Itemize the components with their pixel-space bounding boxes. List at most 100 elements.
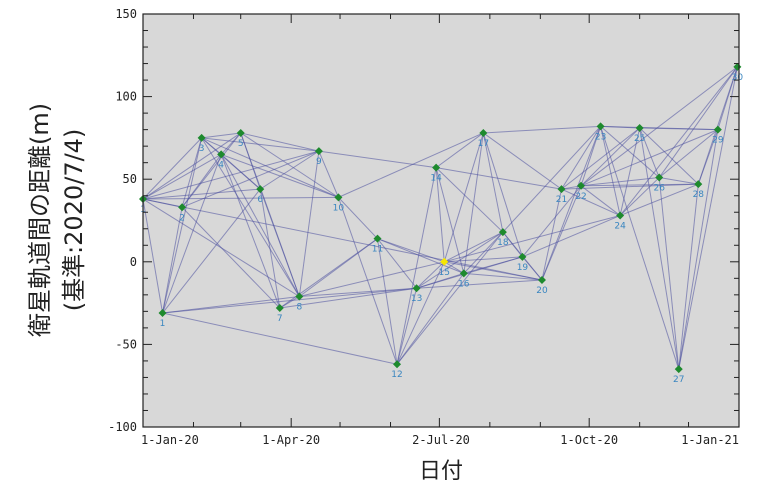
x-tick-labels: 1-Jan-20 1-Apr-20 2-Jul-20 1-Oct-20 1-Jan-21	[141, 433, 739, 447]
baseline-edge-42	[279, 287, 417, 309]
data-point-12	[393, 360, 402, 369]
data-point-29	[713, 125, 722, 134]
baseline-edge-3	[142, 153, 222, 200]
baseline-edge-93	[541, 126, 602, 281]
baseline-edge-51	[338, 132, 484, 198]
baseline-edge-52	[376, 238, 398, 365]
x-tick-label: 1-Apr-20	[262, 433, 320, 447]
baseline-edge-35	[240, 132, 339, 198]
baseline-edge-76	[444, 215, 621, 263]
baseline-edge-89	[522, 185, 582, 258]
baseline-edge-57	[396, 261, 445, 365]
baseline-edge-49	[338, 197, 378, 240]
point-label-17: 17	[478, 139, 489, 149]
data-point-1	[158, 309, 167, 318]
baseline-edge-113	[619, 183, 699, 217]
point-label-7: 7	[277, 314, 283, 324]
baseline-edge-74	[444, 256, 523, 263]
reference-point-15	[440, 257, 449, 266]
baseline-edge-59	[396, 231, 504, 365]
baseline-edge-78	[463, 231, 504, 274]
data-point-19	[518, 252, 527, 261]
baseline-edge-105	[580, 66, 738, 187]
data-point-16	[459, 269, 468, 278]
baseline-edge-45	[299, 287, 417, 297]
point-label-13: 13	[411, 294, 422, 304]
baseline-edge-28	[220, 132, 242, 155]
baseline-edge-112	[619, 177, 660, 216]
data-point-3	[197, 133, 206, 142]
baseline-edge-67	[435, 167, 465, 274]
baseline-edge-17	[181, 137, 203, 208]
data-point-2	[178, 203, 187, 212]
x-tick-label: 1-Jan-20	[141, 433, 199, 447]
baseline-edge-69	[435, 167, 504, 233]
baseline-edge-48	[318, 150, 437, 169]
point-label-12: 12	[391, 370, 402, 380]
baseline-edge-104	[580, 129, 719, 187]
baseline-edge-100	[580, 185, 621, 216]
y-tick-label: 0	[130, 255, 137, 269]
baseline-edge-79	[463, 256, 523, 274]
data-point-26	[655, 173, 664, 182]
point-label-14: 14	[430, 174, 442, 184]
data-point-24	[616, 211, 625, 220]
point-label-5: 5	[238, 139, 244, 149]
baseline-edge-39	[259, 150, 320, 190]
data-point-6	[256, 185, 265, 194]
point-label-15: 15	[439, 268, 450, 278]
baseline-edge-65	[416, 279, 542, 289]
baseline-edge-56	[396, 288, 418, 365]
baseline-edge-117	[639, 127, 699, 185]
baseline-edge-73	[444, 231, 504, 263]
baseline-edge-11	[162, 137, 203, 314]
baseline-edge-27	[201, 137, 339, 198]
baseline-edge-91	[541, 189, 562, 281]
point-label-25: 25	[634, 134, 645, 144]
data-point-20	[537, 275, 546, 284]
point-label-8: 8	[296, 302, 302, 312]
baseline-edge-23	[201, 132, 241, 139]
baseline-edge-46	[299, 261, 445, 297]
data-point-4	[217, 150, 226, 159]
baseline-edge-124	[678, 129, 719, 370]
baseline-edge-120	[659, 177, 699, 185]
y-tick-label: -100	[108, 420, 137, 434]
baseline-edge-66	[435, 167, 445, 262]
baseline-edge-106	[600, 126, 621, 216]
data-point-25	[635, 123, 644, 132]
baseline-edge-80	[463, 272, 543, 281]
point-label-21: 21	[556, 195, 567, 205]
baseline-edge-44	[299, 238, 378, 297]
baseline-edge-119	[658, 177, 680, 370]
baseline-edge-83	[483, 132, 562, 190]
baseline-edge-77	[463, 132, 484, 274]
baseline-edge-15	[162, 312, 398, 365]
baseline-edge-125	[678, 66, 738, 370]
baseline-edge-70	[436, 167, 562, 190]
point-label-26: 26	[653, 184, 665, 194]
baseline-edge-84	[483, 125, 601, 134]
baseline-edge-72	[443, 132, 484, 262]
baseline-edge-19	[181, 132, 242, 208]
data-point-14	[432, 163, 441, 172]
point-label-1: 1	[160, 319, 166, 329]
baseline-edge-115	[639, 127, 660, 178]
baseline-edge-128	[717, 66, 738, 130]
point-label-9: 9	[316, 157, 322, 167]
point-label-2: 2	[179, 213, 185, 223]
baseline-edge-116	[639, 127, 680, 370]
baseline-edge-108	[600, 125, 660, 178]
baseline-edge-6	[142, 150, 320, 200]
y-tick-label: -50	[115, 337, 137, 351]
y-tick-label: 50	[123, 172, 137, 186]
y-tick-label: 100	[115, 90, 137, 104]
x-tick-label: 1-Jan-21	[681, 433, 739, 447]
baseline-edge-121	[658, 129, 719, 178]
plot-frame	[142, 13, 740, 428]
baseline-edge-87	[502, 125, 601, 233]
data-point-21	[557, 185, 566, 194]
data-point-18	[498, 228, 507, 237]
point-label-30: 30	[732, 73, 744, 83]
